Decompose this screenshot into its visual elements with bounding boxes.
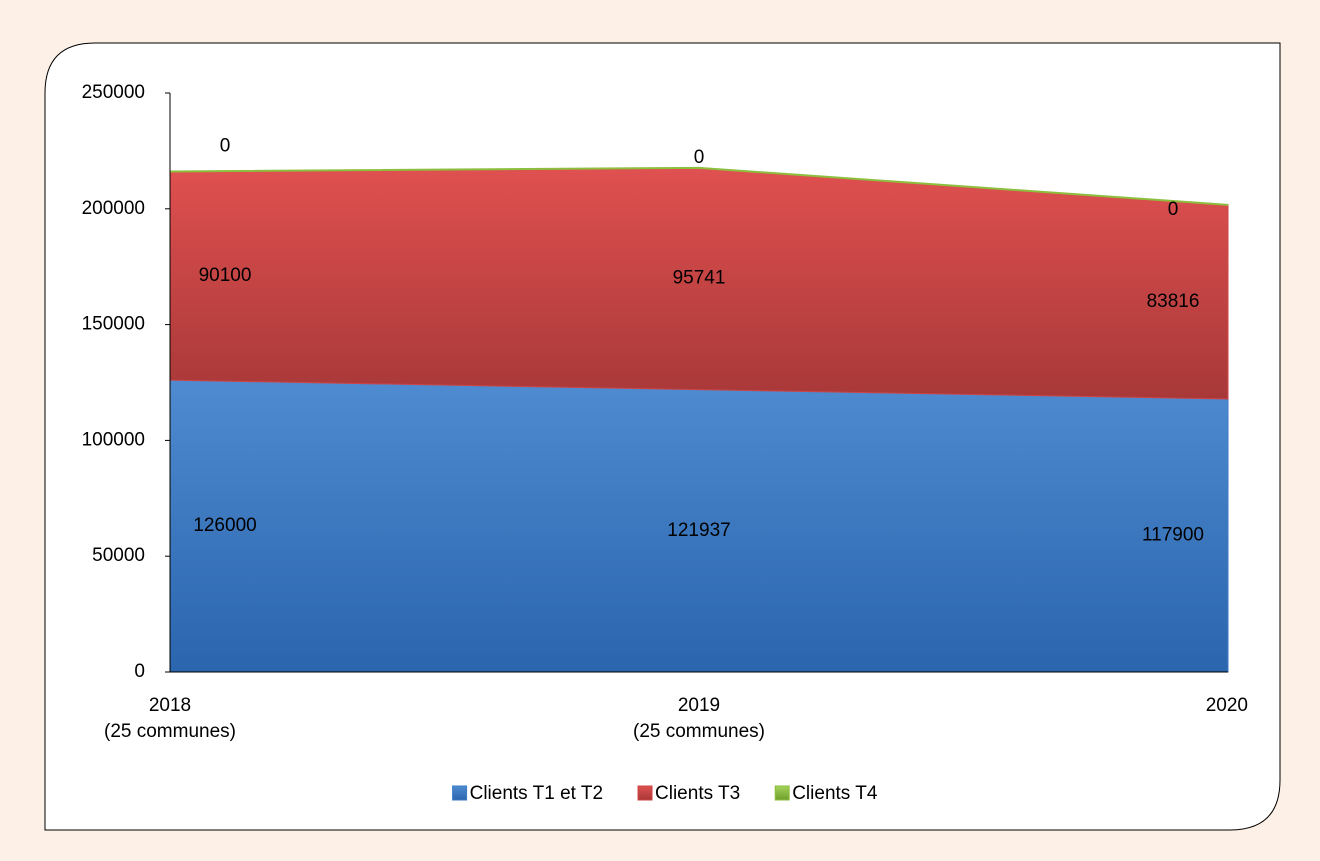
x-tick-label-line: 2018 [149, 695, 191, 716]
x-tick-label-line: (25 communes) [104, 721, 236, 742]
legend-label: Clients T4 [792, 783, 878, 804]
x-tick-label-line: 2019 [678, 695, 720, 716]
legend-label: Clients T1 et T2 [470, 783, 603, 804]
x-tick-label-line: 2020 [1206, 695, 1248, 716]
data-label: 90100 [199, 265, 252, 286]
y-tick-label: 0 [134, 661, 145, 682]
legend-swatch [637, 785, 653, 801]
data-label: 121937 [667, 520, 730, 541]
x-tick-label: 2018 (25 communes) [104, 695, 236, 742]
y-tick-label: 150000 [82, 314, 145, 335]
data-label: 0 [694, 147, 705, 168]
data-label: 117900 [1142, 524, 1204, 545]
y-tick-label: 250000 [82, 82, 145, 103]
legend-swatch [774, 785, 790, 801]
x-tick-label-line: (25 communes) [633, 721, 765, 742]
legend-swatch [452, 785, 468, 801]
data-label: 0 [1168, 199, 1179, 220]
data-label: 95741 [673, 268, 726, 289]
data-label: 83816 [1147, 291, 1200, 312]
legend: Clients T1 et T2 Clients T3 Clients T4 [452, 783, 878, 804]
legend-label: Clients T3 [655, 783, 740, 804]
y-tick-label: 50000 [92, 545, 145, 566]
y-tick-label: 100000 [82, 429, 145, 450]
x-tick-label: 2019 (25 communes) [633, 695, 765, 742]
data-label: 0 [220, 136, 231, 157]
y-tick-label: 200000 [82, 198, 145, 219]
x-tick-label: 2020 [1206, 695, 1248, 716]
data-label: 126000 [193, 515, 256, 536]
